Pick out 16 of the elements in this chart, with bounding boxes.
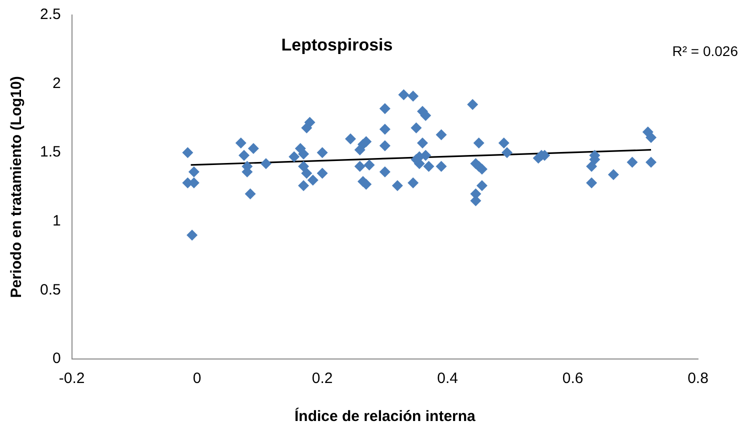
text: Leptospirosis <box>281 36 393 55</box>
x-axis-title: Índice de relación interna <box>294 407 476 426</box>
y-tick-label: 0.5 <box>40 281 61 298</box>
annotation: R² = 0.026 <box>672 42 738 59</box>
y-axis-title: Periodo en tratamiento (Log10) <box>8 76 26 298</box>
x-tick-label: 0.8 <box>688 370 708 388</box>
x-tick-label: 0 <box>192 370 202 388</box>
x-tick-label: 0.6 <box>562 370 584 388</box>
y-tick-label: 2 <box>52 74 61 92</box>
y-tick-label: 1.5 <box>40 144 61 161</box>
y-tick-label: 2.5 <box>40 6 61 24</box>
x-tick-label: 0.2 <box>312 370 333 388</box>
x-tick-label: 0.4 <box>437 370 458 388</box>
y-tick-label: 1 <box>52 212 61 230</box>
y-tick-label: 0 <box>52 350 61 368</box>
x-tick-label: -0.2 <box>58 370 85 388</box>
